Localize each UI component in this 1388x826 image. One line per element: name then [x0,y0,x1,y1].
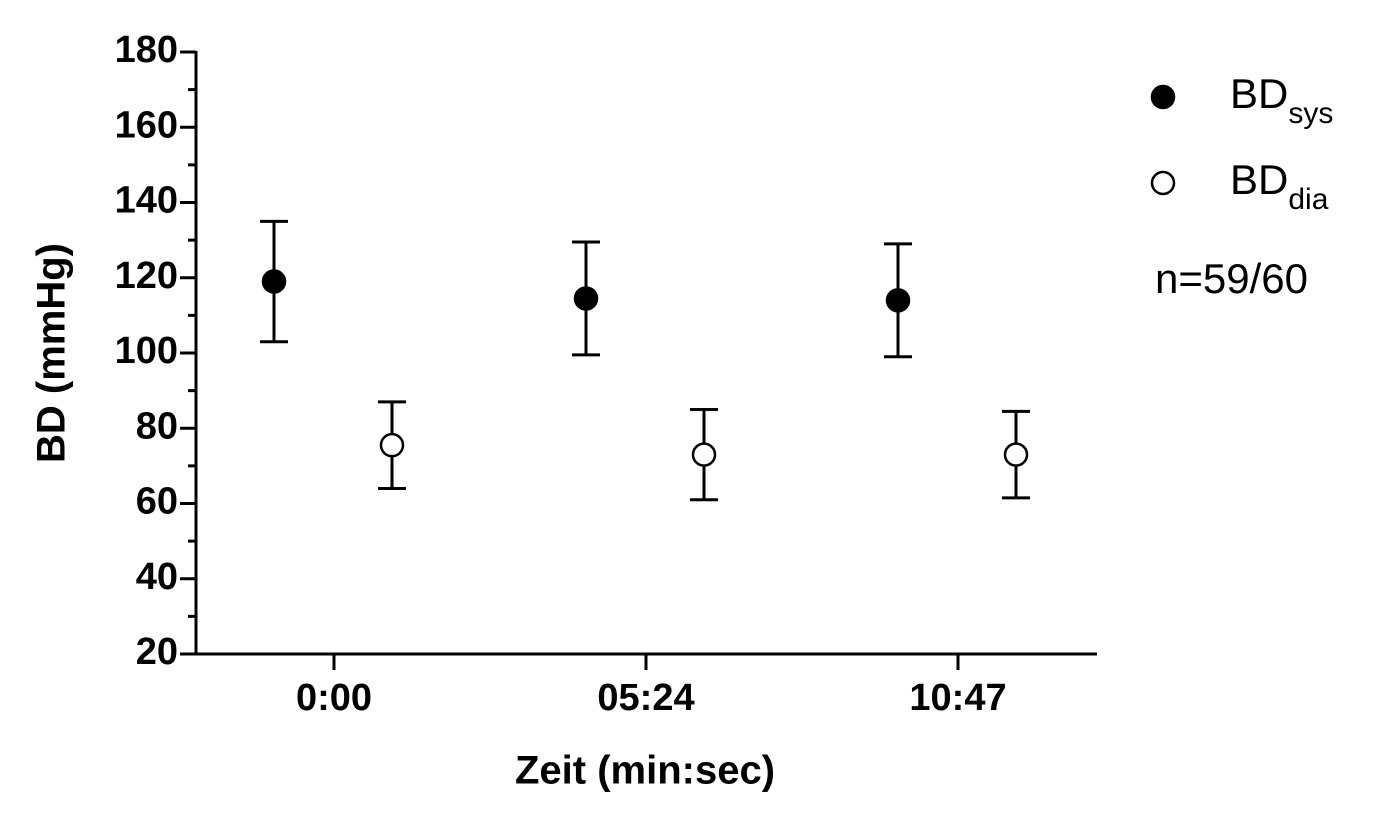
x-axis-title: Zeit (min:sec) [515,749,775,793]
y-axis-title: BD (mmHg) [30,243,74,463]
marker [573,286,599,311]
legend-name: BD [1230,156,1288,203]
legend-subscript: sys [1288,97,1333,130]
marker [379,432,405,458]
y-tick-label: 140 [115,180,178,222]
legend-name: BD [1230,70,1288,117]
x-tick-label: 0:00 [296,677,372,719]
marker [885,288,911,313]
legend-marker [1150,84,1176,110]
x-tick-label: 10:47 [909,677,1006,719]
legend-subscript: dia [1288,183,1328,216]
legend-label: BDdia [1230,156,1329,216]
y-tick-label: 80 [136,405,178,447]
y-tick-label: 40 [136,556,178,598]
y-tick-label: 100 [115,330,178,372]
marker [691,442,717,467]
marker [1003,442,1029,467]
legend-marker [1150,170,1176,196]
y-tick-label: 60 [136,481,178,523]
x-tick-label: 05:24 [597,677,694,719]
y-tick-label: 20 [136,631,178,673]
y-tick-label: 160 [115,104,178,146]
marker [261,269,287,294]
y-tick-label: 120 [115,255,178,297]
legend-label: BDsys [1230,70,1333,130]
annotation: n=59/60 [1155,255,1308,302]
y-tick-label: 180 [115,29,178,71]
